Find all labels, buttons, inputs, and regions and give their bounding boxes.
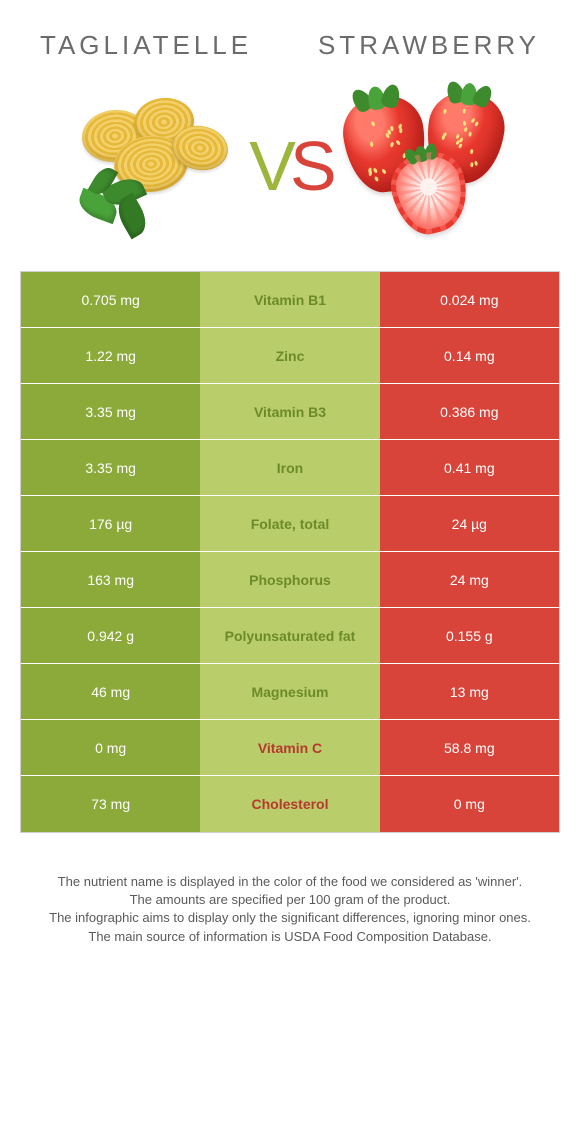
value-left: 3.35 mg — [21, 440, 200, 495]
table-row: 0.705 mgVitamin B10.024 mg — [21, 272, 559, 328]
table-row: 3.35 mgVitamin B30.386 mg — [21, 384, 559, 440]
table-row: 3.35 mgIron0.41 mg — [21, 440, 559, 496]
table-row: 0.942 gPolyunsaturated fat0.155 g — [21, 608, 559, 664]
value-left: 0.705 mg — [21, 272, 200, 327]
table-row: 0 mgVitamin C58.8 mg — [21, 720, 559, 776]
header: TAGLIATELLE STRAWBERRY — [0, 0, 580, 71]
nutrient-name: Cholesterol — [200, 776, 379, 832]
value-right: 0.024 mg — [380, 272, 559, 327]
nutrient-name: Polyunsaturated fat — [200, 608, 379, 663]
value-right: 24 µg — [380, 496, 559, 551]
value-left: 3.35 mg — [21, 384, 200, 439]
value-right: 0 mg — [380, 776, 559, 832]
value-right: 0.386 mg — [380, 384, 559, 439]
value-right: 0.41 mg — [380, 440, 559, 495]
title-right: STRAWBERRY — [318, 30, 540, 61]
value-left: 1.22 mg — [21, 328, 200, 383]
footnote-line: The main source of information is USDA F… — [20, 928, 560, 946]
footnotes: The nutrient name is displayed in the co… — [0, 833, 580, 976]
value-right: 13 mg — [380, 664, 559, 719]
table-row: 1.22 mgZinc0.14 mg — [21, 328, 559, 384]
vs-s: S — [290, 126, 331, 206]
nutrient-name: Folate, total — [200, 496, 379, 551]
table-row: 46 mgMagnesium13 mg — [21, 664, 559, 720]
value-right: 58.8 mg — [380, 720, 559, 775]
value-left: 73 mg — [21, 776, 200, 832]
value-left: 0 mg — [21, 720, 200, 775]
footnote-line: The infographic aims to display only the… — [20, 909, 560, 927]
food-image-left — [69, 91, 239, 241]
value-left: 176 µg — [21, 496, 200, 551]
footnote-line: The amounts are specified per 100 gram o… — [20, 891, 560, 909]
food-image-right — [341, 91, 511, 241]
value-right: 0.155 g — [380, 608, 559, 663]
nutrition-table: 0.705 mgVitamin B10.024 mg1.22 mgZinc0.1… — [20, 271, 560, 833]
table-row: 163 mgPhosphorus24 mg — [21, 552, 559, 608]
value-left: 0.942 g — [21, 608, 200, 663]
nutrient-name: Zinc — [200, 328, 379, 383]
nutrient-name: Vitamin B3 — [200, 384, 379, 439]
nutrient-name: Vitamin B1 — [200, 272, 379, 327]
vs-label: VS — [249, 126, 330, 206]
value-left: 46 mg — [21, 664, 200, 719]
value-right: 24 mg — [380, 552, 559, 607]
value-right: 0.14 mg — [380, 328, 559, 383]
value-left: 163 mg — [21, 552, 200, 607]
table-row: 73 mgCholesterol0 mg — [21, 776, 559, 832]
strawberry-icon — [341, 91, 511, 241]
nutrient-name: Phosphorus — [200, 552, 379, 607]
footnote-line: The nutrient name is displayed in the co… — [20, 873, 560, 891]
vs-v: V — [249, 126, 290, 206]
nutrient-name: Vitamin C — [200, 720, 379, 775]
table-row: 176 µgFolate, total24 µg — [21, 496, 559, 552]
title-left: TAGLIATELLE — [40, 30, 252, 61]
nutrient-name: Iron — [200, 440, 379, 495]
nutrient-name: Magnesium — [200, 664, 379, 719]
pasta-icon — [74, 96, 234, 236]
hero: VS — [0, 71, 580, 271]
